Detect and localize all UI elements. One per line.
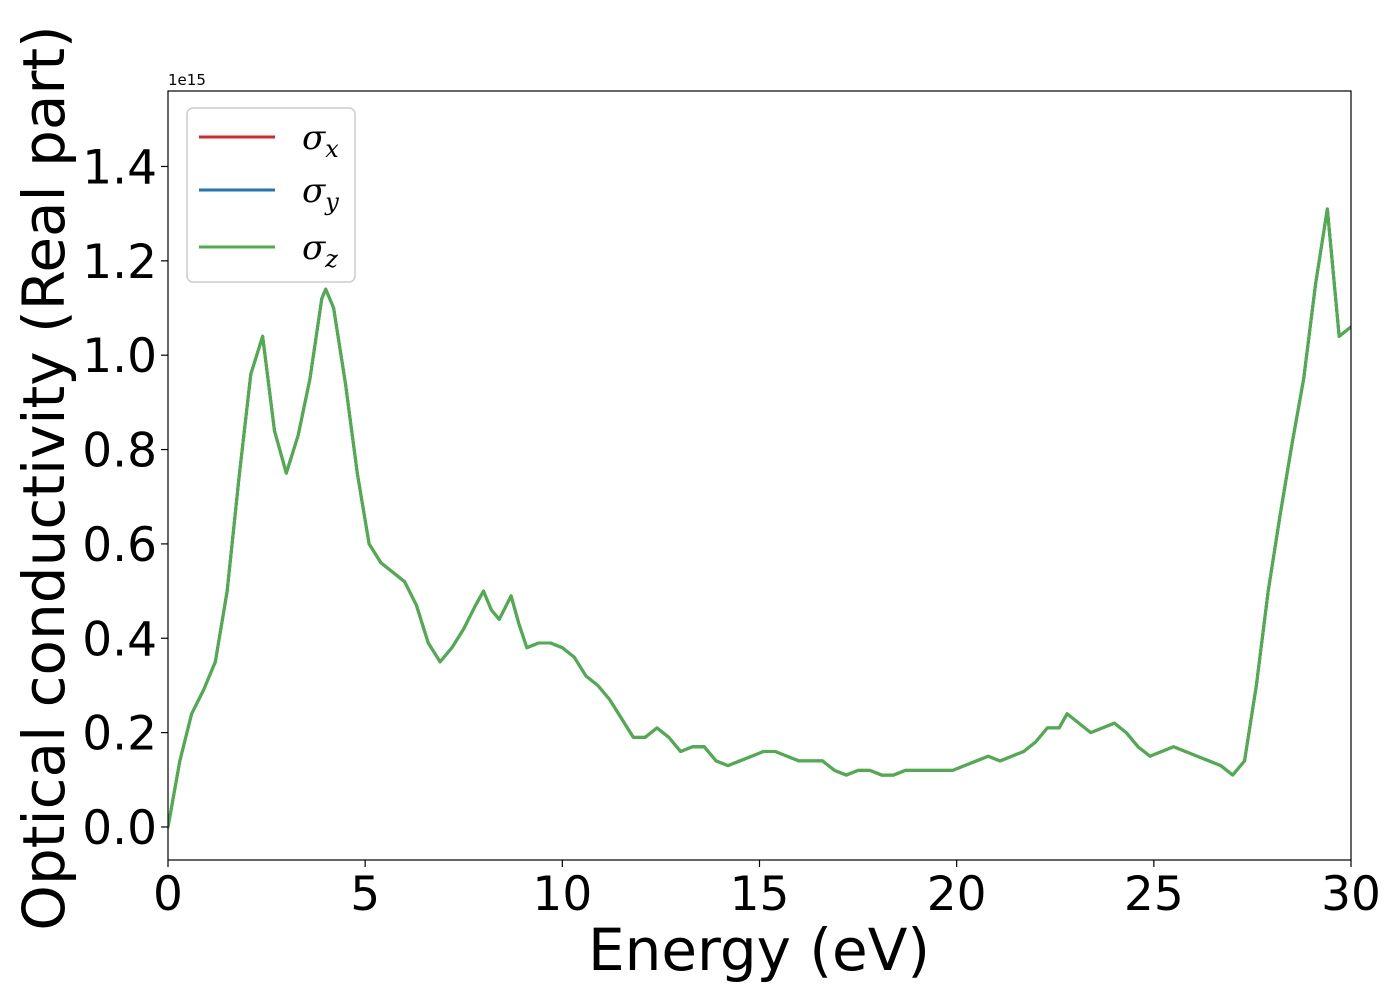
series-layer	[168, 207, 1351, 829]
y-offset-label: 1e15	[168, 71, 206, 89]
y-axis-ticks: 0.0 0.2 0.4 0.6 0.8 1.0 1.2 1.4	[82, 140, 168, 856]
y-tick-label: 1.2	[82, 235, 157, 290]
y-tick-label: 0.4	[82, 612, 157, 667]
y-tick-label: 1.4	[82, 140, 157, 195]
x-tick-label: 5	[350, 867, 380, 922]
x-tick-label: 30	[1321, 867, 1381, 922]
y-tick-label: 0.0	[82, 801, 157, 856]
y-tick-label: 0.6	[82, 518, 157, 573]
y-tick-label: 0.2	[82, 707, 157, 762]
x-tick-label: 15	[730, 867, 790, 922]
legend-label: σz	[302, 228, 338, 273]
x-axis-label: Energy (eV)	[588, 916, 930, 984]
legend-label: σx	[302, 118, 339, 163]
x-axis-ticks: 0 5 10 15 20 25 30	[153, 860, 1381, 922]
legend-label: σy	[302, 171, 339, 216]
series-line-sigma-z	[168, 207, 1351, 829]
x-tick-label: 0	[153, 867, 183, 922]
x-tick-label: 20	[927, 867, 987, 922]
y-tick-label: 0.8	[82, 424, 157, 479]
x-tick-label: 10	[532, 867, 592, 922]
x-tick-label: 25	[1124, 867, 1184, 922]
legend: σx σy σz	[186, 107, 356, 283]
y-axis-label: Optical conductivity (Real part)	[10, 25, 78, 930]
y-tick-label: 1.0	[82, 329, 157, 384]
legend-box	[186, 107, 356, 283]
